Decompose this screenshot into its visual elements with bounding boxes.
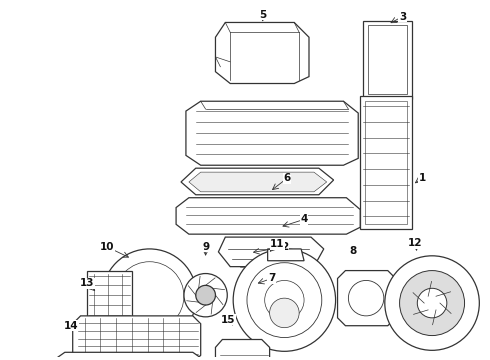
Polygon shape [363,21,413,99]
Circle shape [184,274,227,317]
Polygon shape [55,352,203,360]
Text: 5: 5 [259,10,267,19]
Text: 13: 13 [80,278,95,288]
Circle shape [233,249,336,351]
Text: 8: 8 [350,246,357,256]
Circle shape [417,288,447,318]
Text: 1: 1 [418,173,426,183]
Text: 14: 14 [63,321,78,331]
Text: 3: 3 [399,12,406,22]
Polygon shape [216,339,270,360]
Text: 6: 6 [284,173,291,183]
Text: 7: 7 [268,274,275,283]
Polygon shape [216,22,309,84]
Polygon shape [189,172,327,192]
Circle shape [196,285,216,305]
Text: 2: 2 [281,242,288,252]
Polygon shape [88,271,132,324]
Text: 11: 11 [270,239,285,249]
Polygon shape [176,198,360,234]
Circle shape [270,298,299,328]
Polygon shape [219,237,324,267]
Polygon shape [186,101,358,165]
Polygon shape [338,271,395,326]
Polygon shape [73,316,201,360]
Text: 15: 15 [221,315,236,325]
Polygon shape [181,168,334,195]
Circle shape [102,249,197,343]
Polygon shape [360,96,413,229]
Polygon shape [268,249,304,261]
Text: 10: 10 [100,242,114,252]
Circle shape [399,271,465,336]
Text: 9: 9 [202,242,209,252]
Text: 4: 4 [300,215,308,224]
Circle shape [385,256,479,350]
Text: 12: 12 [408,238,422,248]
